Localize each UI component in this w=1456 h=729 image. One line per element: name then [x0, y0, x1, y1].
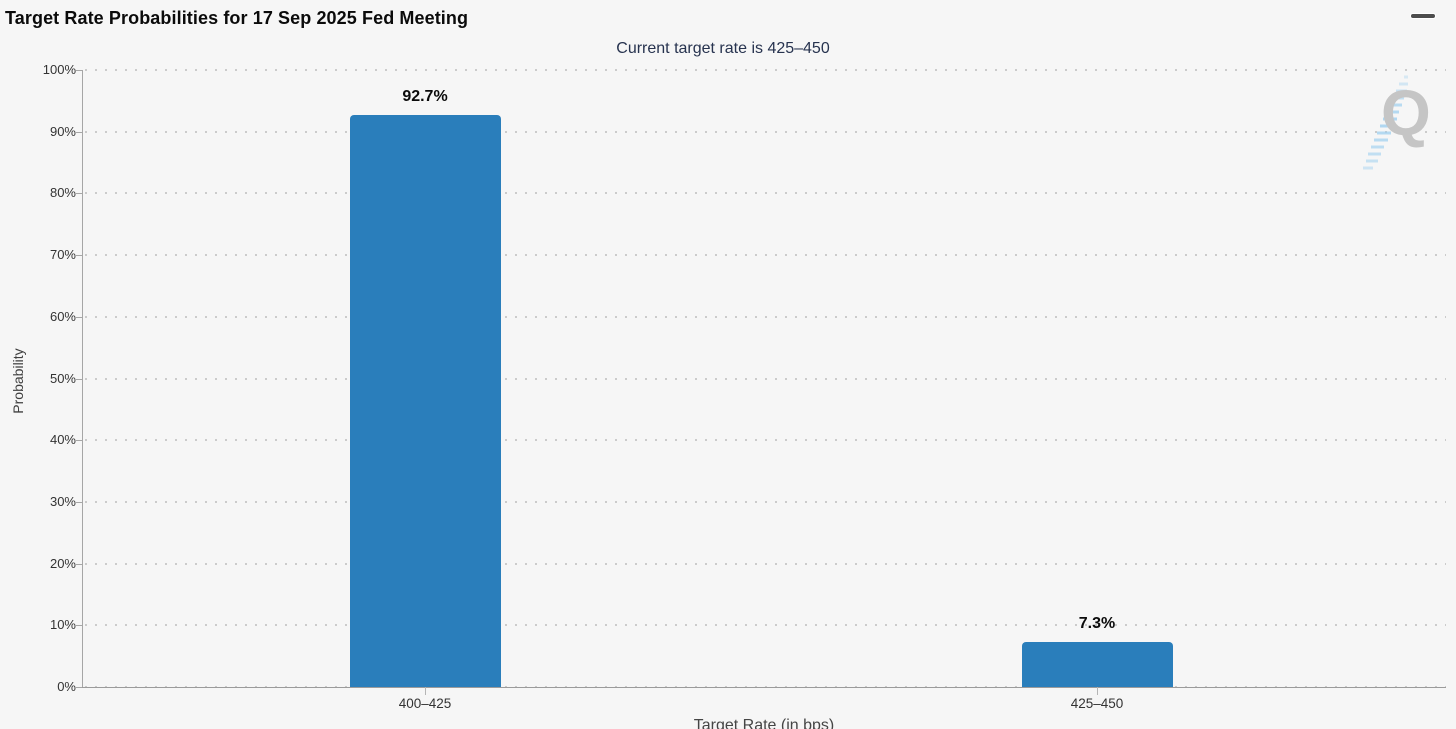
watermark-q-letter: Q	[1381, 77, 1431, 149]
y-tick-mark	[76, 687, 82, 688]
gridline	[85, 500, 1446, 503]
watermark-stripes-icon	[1363, 75, 1408, 170]
quikstrike-watermark: Q	[1340, 68, 1456, 180]
x-axis-title: Target Rate (in bps)	[693, 717, 835, 729]
y-tick-mark	[76, 70, 82, 71]
y-tick-mark	[76, 378, 82, 380]
y-tick-label: 40%	[49, 432, 76, 448]
y-tick-label: 70%	[49, 247, 76, 263]
bar-value-label: 7.3%	[1078, 614, 1116, 632]
y-tick-mark	[76, 193, 82, 195]
y-tick-label: 100%	[42, 62, 76, 77]
y-tick-label: 10%	[49, 617, 76, 633]
gridline	[85, 69, 1446, 71]
gridline	[85, 439, 1446, 442]
gridline	[85, 624, 1446, 627]
x-tick-label: 425–450	[1070, 696, 1124, 711]
gridline	[85, 315, 1446, 318]
chart-subtitle: Current target rate is 425–450	[616, 40, 830, 57]
y-axis-line	[82, 70, 83, 687]
y-tick-label: 90%	[49, 123, 76, 139]
y-tick-mark	[76, 440, 82, 442]
y-tick-label: 0%	[57, 679, 76, 694]
gridline	[85, 562, 1446, 565]
probability-bar[interactable]	[349, 115, 501, 687]
y-tick-mark	[76, 316, 82, 318]
gridline	[85, 130, 1446, 133]
y-tick-label: 60%	[49, 308, 76, 324]
x-tick-mark	[1097, 687, 1098, 695]
y-tick-mark	[76, 625, 82, 627]
y-tick-label: 20%	[49, 555, 76, 571]
x-tick-mark	[425, 687, 426, 695]
y-tick-label: 50%	[49, 370, 76, 386]
gridline	[85, 192, 1446, 195]
x-axis-line	[82, 687, 1446, 688]
y-tick-mark	[76, 563, 82, 565]
y-tick-label: 30%	[49, 493, 76, 509]
y-tick-mark	[76, 501, 82, 503]
gridline	[85, 254, 1446, 257]
gridline	[85, 377, 1446, 380]
bar-value-label: 92.7%	[402, 88, 448, 106]
x-tick-label: 400–425	[398, 696, 452, 711]
y-tick-mark	[76, 255, 82, 257]
y-tick-mark	[76, 131, 82, 133]
y-axis-title: Probability	[10, 348, 26, 414]
probability-bar[interactable]	[1021, 641, 1173, 687]
page-title: Target Rate Probabilities for 17 Sep 202…	[5, 8, 469, 28]
y-tick-label: 80%	[49, 185, 76, 201]
hamburger-menu-icon[interactable]	[1410, 13, 1436, 35]
